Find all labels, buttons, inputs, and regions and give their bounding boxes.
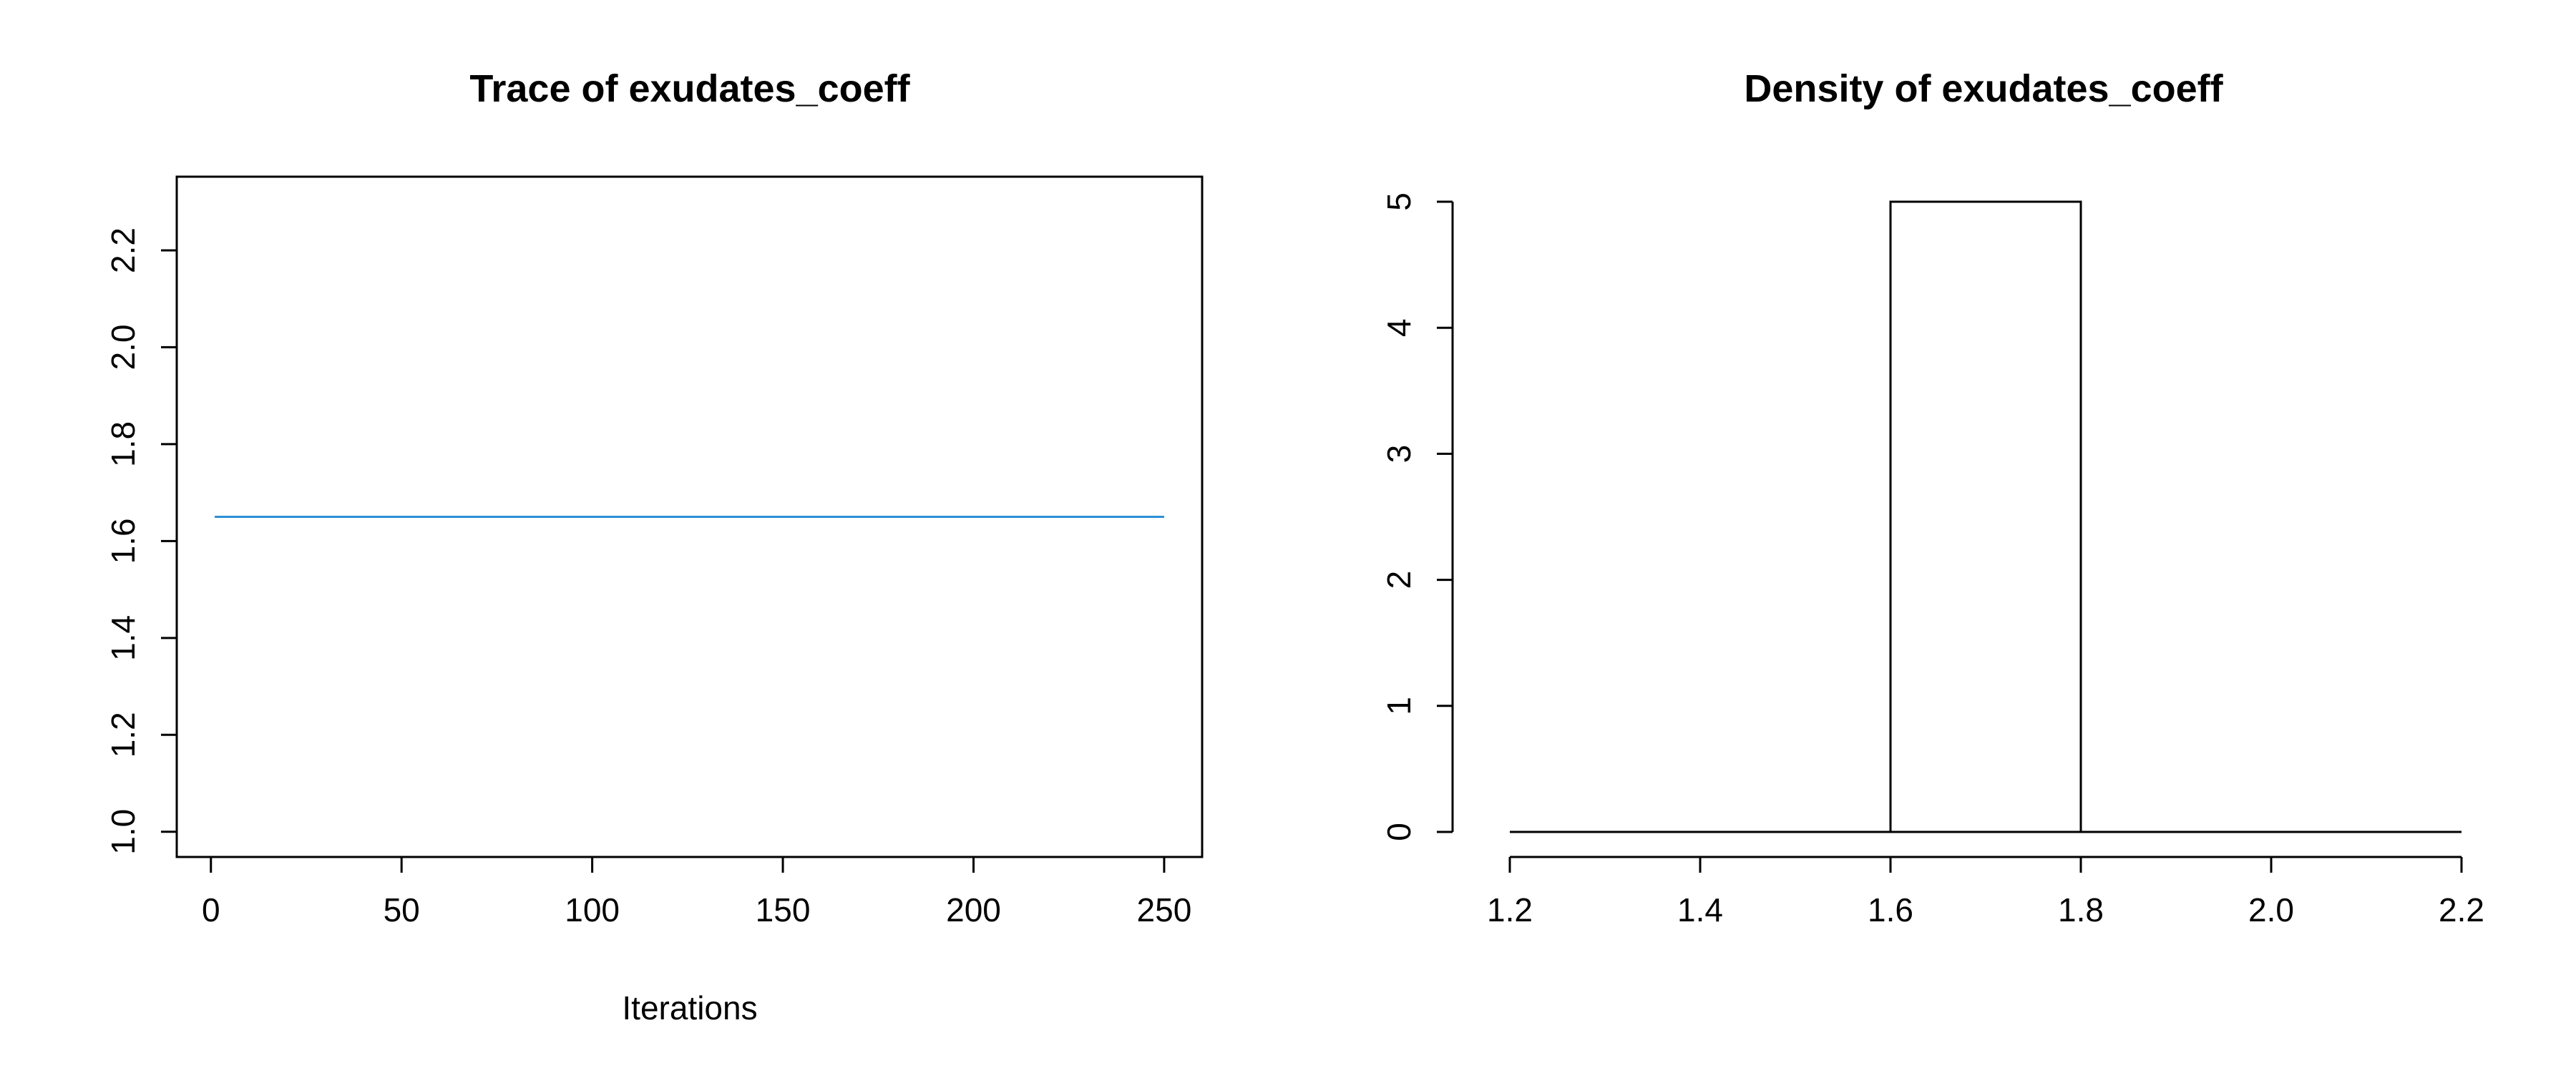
trace-x-tick-label: 250 [1137,891,1192,929]
trace-title: Trace of exudates_coeff [469,67,910,110]
density-x-tick-label: 1.2 [1487,891,1533,929]
density-y-ticks: 0 1 2 3 4 5 [1380,192,1453,841]
density-y-tick-label: 1 [1380,697,1418,715]
trace-panel: Trace of exudates_coeff 0 50 100 150 200 250 … [104,67,1204,1027]
density-y-tick-label: 4 [1380,318,1418,337]
density-panel: Density of exudates_coeff 1.2 1.4 1.6 1.8 2.… [1380,67,2484,929]
trace-y-tick-label: 2.2 [104,227,142,273]
trace-y-tick-label: 1.6 [104,518,142,564]
density-y-tick-label: 2 [1380,571,1418,589]
trace-x-tick-label: 150 [756,891,811,929]
density-x-tick-label: 2.0 [2248,891,2294,929]
trace-y-tick-label: 1.4 [104,615,142,661]
density-y-tick-label: 5 [1380,192,1418,211]
density-x-tick-label: 2.2 [2439,891,2484,929]
trace-x-ticks: 0 50 100 150 200 250 [202,857,1191,929]
trace-x-axis-label: Iterations [622,989,757,1027]
density-bars [1510,200,2462,833]
trace-y-tick-label: 1.0 [104,809,142,855]
density-y-tick-label: 3 [1380,445,1418,464]
trace-y-tick-label: 1.2 [104,712,142,758]
trace-x-tick-label: 50 [384,891,420,929]
density-x-tick-label: 1.6 [1868,891,1913,929]
density-bar [1889,200,2082,833]
density-x-tick-label: 1.8 [2058,891,2104,929]
trace-x-tick-label: 100 [565,891,620,929]
density-x-tick-label: 1.4 [1677,891,1723,929]
trace-x-tick-label: 200 [946,891,1001,929]
density-y-tick-label: 0 [1380,823,1418,841]
density-title: Density of exudates_coeff [1744,67,2223,110]
trace-y-tick-label: 2.0 [104,324,142,370]
trace-y-tick-label: 1.8 [104,421,142,467]
trace-x-tick-label: 0 [202,891,220,929]
density-x-ticks: 1.2 1.4 1.6 1.8 2.0 2.2 [1487,857,2484,929]
trace-y-ticks: 1.0 1.2 1.4 1.6 1.8 2.0 2.2 [104,227,177,855]
